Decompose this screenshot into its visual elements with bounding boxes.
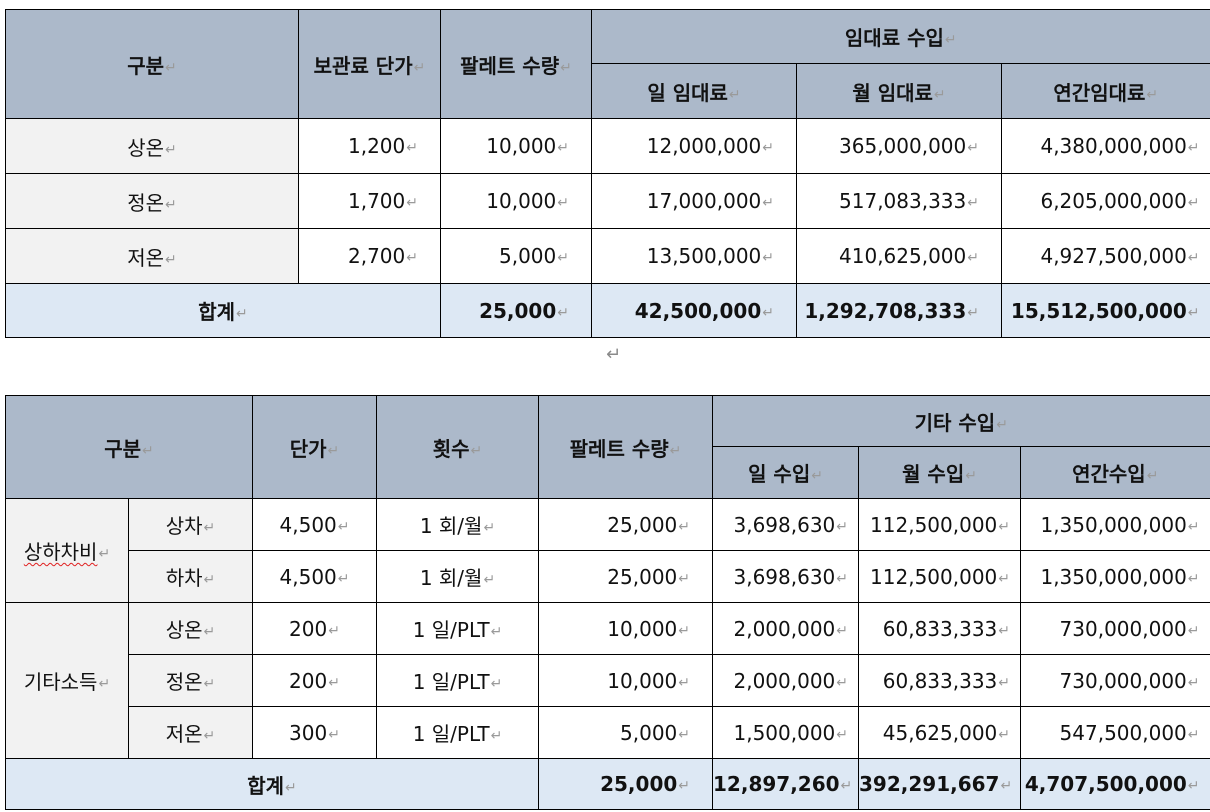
header-unit-price: 단가↵ [252, 395, 378, 499]
total-daily: 42,500,000↵ [591, 283, 797, 338]
cell-monthly: 112,500,000↵ [858, 498, 1022, 551]
cell-daily: 1,500,000↵ [712, 706, 860, 759]
row-label: 하차↵ [127, 550, 254, 603]
table-row: 하차↵ 4,500↵ 1 회/월↵ 25,000↵ 3,698,630↵ 112… [6, 550, 1210, 603]
group-label: 상하차비↵ [5, 498, 129, 603]
cell-annual: 1,350,000,000↵ [1020, 550, 1210, 603]
cell-monthly: 517,083,333↵ [796, 173, 1002, 229]
cell-price: 1,700↵ [298, 173, 441, 229]
total-monthly: 1,292,708,333↵ [796, 283, 1002, 338]
header-other-income: 기타 수입↵ [712, 395, 1210, 447]
cell-monthly: 112,500,000↵ [858, 550, 1022, 603]
row-label: 상차↵ [127, 498, 254, 551]
header-monthly-rent: 월 임대료↵ [796, 63, 1002, 119]
cell-annual: 1,350,000,000↵ [1020, 498, 1210, 551]
row-label: 정온↵ [5, 173, 299, 229]
cell-price: 2,700↵ [298, 228, 441, 284]
header-daily-rent: 일 임대료↵ [591, 63, 797, 119]
cell-qty: 25,000↵ [538, 498, 714, 551]
total-qty: 25,000↵ [538, 758, 714, 810]
cell-monthly: 60,833,333↵ [858, 602, 1022, 655]
total-row: 합계↵ 25,000↵ 12,897,260↵ 392,291,667↵ 4,7… [4, 758, 1210, 810]
total-monthly: 392,291,667↵ [858, 758, 1022, 810]
row-label: 상온↵ [127, 602, 254, 655]
cell-daily: 12,000,000↵ [591, 118, 797, 174]
header-annual-rent: 연간임대료↵ [1000, 63, 1210, 119]
header-pallet-qty: 팔레트 수량↵ [440, 9, 592, 119]
table-row: 기타소득↵ 상온↵ 200↵ 1 일/PLT↵ 10,000↵ 2,000,00… [5, 602, 1210, 759]
header-storage-unit-price: 보관료 단가↵ [298, 9, 441, 119]
cell-price: 200↵ [252, 602, 378, 655]
header-monthly-income: 월 수입↵ [858, 446, 1022, 499]
header-annual-income: 연간수입↵ [1020, 446, 1210, 499]
cell-daily: 3,698,630↵ [712, 498, 860, 551]
row-label: 저온↵ [5, 228, 299, 284]
cell-count: 1 일/PLT↵ [376, 654, 540, 707]
cell-annual: 547,500,000↵ [1020, 706, 1210, 759]
cell-annual: 730,000,000↵ [1020, 602, 1210, 655]
table-row: 저온↵ 300↵ 1 일/PLT↵ 5,000↵ 1,500,000↵ 45,6… [6, 706, 1210, 759]
cell-price: 300↵ [252, 706, 378, 759]
header-rental-income: 임대료 수입↵ [590, 9, 1210, 64]
cell-daily: 17,000,000↵ [591, 173, 797, 229]
cell-monthly: 365,000,000↵ [796, 118, 1002, 174]
cell-qty: 10,000↵ [440, 173, 592, 229]
cell-annual: 4,927,500,000↵ [1000, 228, 1210, 284]
group-label: 기타소득↵ [5, 602, 129, 759]
cell-qty: 10,000↵ [538, 602, 714, 655]
cell-count: 1 일/PLT↵ [376, 706, 540, 759]
header-daily-income: 일 수입↵ [712, 446, 860, 499]
total-label: 합계↵ [4, 758, 540, 810]
cell-daily: 2,000,000↵ [712, 654, 860, 707]
cell-annual: 4,380,000,000↵ [1000, 118, 1210, 174]
table-row: 상하차비↵ 상차↵ 4,500↵ 1 회/월↵ 25,000↵ 3,698,63… [5, 498, 1210, 603]
other-income-table: 구분↵ 단가↵ 횟수↵ 팔레트 수량↵ 기타 수입↵ 일 수입↵ 월 수입↵ 연… [4, 395, 1210, 810]
total-qty: 25,000↵ [440, 283, 592, 338]
total-daily: 12,897,260↵ [712, 758, 860, 810]
cell-annual: 6,205,000,000↵ [1000, 173, 1210, 229]
cell-price: 200↵ [252, 654, 378, 707]
cell-monthly: 410,625,000↵ [796, 228, 1002, 284]
row-label: 저온↵ [127, 706, 254, 759]
table-row: 상온↵ 1,200↵ 10,000↵ 12,000,000↵ 365,000,0… [5, 118, 1210, 174]
cell-daily: 3,698,630↵ [712, 550, 860, 603]
table-row: 정온↵ 200↵ 1 일/PLT↵ 10,000↵ 2,000,000↵ 60,… [6, 654, 1210, 707]
row-label: 정온↵ [127, 654, 254, 707]
total-annual: 15,512,500,000↵ [1000, 283, 1210, 338]
table-row: 저온↵ 2,700↵ 5,000↵ 13,500,000↵ 410,625,00… [5, 228, 1210, 284]
cell-qty: 10,000↵ [538, 654, 714, 707]
cell-count: 1 회/월↵ [376, 498, 540, 551]
paragraph-mark: ↵ [606, 344, 622, 365]
total-annual: 4,707,500,000↵ [1020, 758, 1210, 810]
cell-price: 4,500↵ [252, 498, 378, 551]
header-count: 횟수↵ [376, 395, 540, 499]
header-pallet-qty: 팔레트 수량↵ [538, 395, 714, 499]
cell-qty: 5,000↵ [440, 228, 592, 284]
cell-daily: 13,500,000↵ [591, 228, 797, 284]
rental-income-table: 구분↵ 보관료 단가↵ 팔레트 수량↵ 임대료 수입↵ 일 임대료↵ 월 임대료… [5, 9, 1210, 338]
cell-price: 4,500↵ [252, 550, 378, 603]
cell-qty: 25,000↵ [538, 550, 714, 603]
cell-price: 1,200↵ [298, 118, 441, 174]
cell-qty: 5,000↵ [538, 706, 714, 759]
total-row: 합계↵ 25,000↵ 42,500,000↵ 1,292,708,333↵ 1… [5, 283, 1210, 338]
header-category: 구분↵ [4, 395, 254, 499]
total-label: 합계↵ [5, 283, 441, 338]
cell-count: 1 회/월↵ [376, 550, 540, 603]
cell-annual: 730,000,000↵ [1020, 654, 1210, 707]
cell-count: 1 일/PLT↵ [376, 602, 540, 655]
cell-qty: 10,000↵ [440, 118, 592, 174]
table-row: 정온↵ 1,700↵ 10,000↵ 17,000,000↵ 517,083,3… [5, 173, 1210, 229]
cell-monthly: 60,833,333↵ [858, 654, 1022, 707]
cell-monthly: 45,625,000↵ [858, 706, 1022, 759]
cell-daily: 2,000,000↵ [712, 602, 860, 655]
row-label: 상온↵ [5, 118, 299, 174]
header-category: 구분↵ [5, 9, 299, 119]
